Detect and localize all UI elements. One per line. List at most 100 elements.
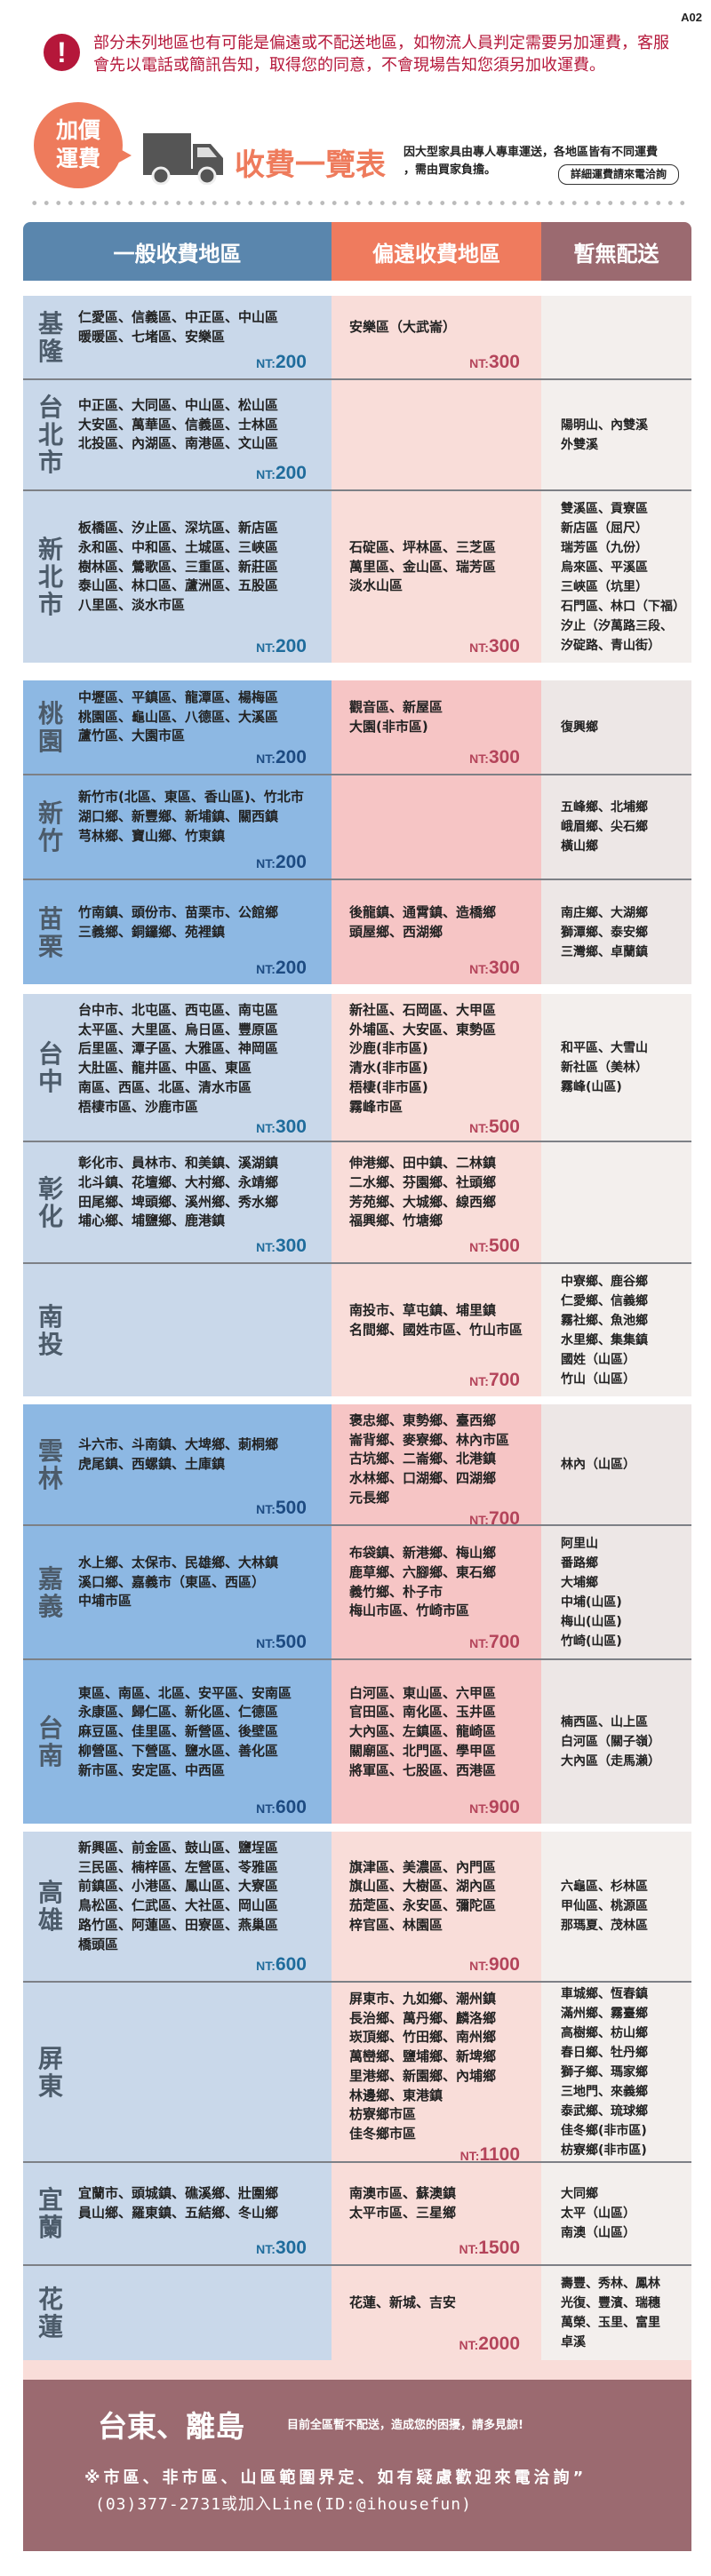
district-line: 南澳市區、蘇澳鎮: [349, 2185, 457, 2202]
price-value: 600: [275, 1954, 307, 1976]
district-line: 梅山(山區): [561, 1614, 622, 1629]
general-list: 新興區、前金區、鼓山區、鹽埕區 三民區、楠梓區、左營區、苓雅區 前鎮區、小港區、鳳山…: [78, 1839, 307, 1954]
district-line: 番路鄉: [561, 1555, 598, 1570]
notice-line: 會先以電話或簡訊告知，取得您的同意，不會現場告知您須另加收運費。: [93, 56, 605, 75]
district-line: 柳營區、下營區、鹽水區、善化區: [78, 1742, 279, 1759]
district-line: 三灣鄉、卓蘭鎮: [561, 944, 648, 959]
price-tag: [78, 2334, 307, 2355]
district-line: 三地門、來義鄉: [561, 2084, 648, 2099]
no-delivery-cell: 林內（山區）: [541, 1404, 691, 1524]
footer-title: 台東、離島: [98, 2409, 244, 2444]
table-row: 南投 南投市、草屯鎮、埔里鎮 名間鄉、國姓市區、竹山市區 NT:700 中寮鄉、鹿谷鄉仁…: [23, 1264, 691, 1396]
price-tag: [349, 852, 520, 873]
district-line: 霧社鄉、魚池鄉: [561, 1313, 648, 1328]
table-row: 新北市 板橋區、汐止區、深坑區、新店區 永和區、中和區、土城區、三峽區 樹林區、鶯歌區…: [23, 491, 691, 663]
general-list: 新竹市(北區、東區、香山區)、竹北市 湖口鄉、新豐鄉、新埔鎮、關西鎮 芎林鄉、寶山鄉…: [78, 783, 307, 852]
district-line: 大同鄉: [561, 2187, 598, 2201]
district-line: 中埔(山區): [561, 1594, 622, 1610]
remote-list: 南投市、草屯鎮、埔里鎮 名間鄉、國姓市區、竹山市區: [349, 1271, 523, 1370]
district-line: 林內（山區）: [561, 1457, 635, 1472]
general-cell: 台南 東區、南區、北區、安平區、安南區 永康區、歸仁區、新化區、仁德區 麻豆區、佳里區…: [23, 1660, 332, 1824]
price-tag: NT:200: [78, 958, 307, 979]
region-label: 彰化: [23, 1142, 78, 1262]
region-label: 台中: [23, 994, 78, 1141]
district-line: 竹山（山區）: [561, 1371, 635, 1387]
district-line: 褒忠鄉、東勢鄉、臺西鄉: [349, 1412, 497, 1428]
general-list: [78, 1990, 307, 2135]
price-prefix: NT:: [469, 1801, 489, 1816]
region-name: 雲林: [38, 1435, 64, 1493]
general-cell: 台北市 中正區、大同區、中山區、松山區 大安區、萬華區、信義區、士林區 北投區、內湖區…: [23, 380, 332, 489]
price-value: 700: [488, 1507, 520, 1529]
price-tag: NT:500: [78, 1498, 307, 1519]
district-line: 長治鄉、萬丹鄉、麟洛鄉: [349, 2009, 497, 2026]
district-line: 白河區（關子嶺）: [561, 1735, 660, 1749]
district-line: 三義鄉、銅鑼鄉、苑裡鎮: [78, 923, 226, 940]
district-line: 芎林鄉、寶山鄉、竹東鎮: [78, 827, 226, 844]
region-label: 屏東: [23, 1983, 78, 2161]
no-delivery-cell: [541, 296, 691, 378]
district-line: 伸港鄉、田中鎮、二林鎮: [349, 1155, 497, 1172]
remote-list: 布袋鎮、新港鄉、梅山鄉 鹿草鄉、六腳鄉、東石鄉 義竹鄉、朴子市 梅山市區、竹崎市區: [349, 1533, 520, 1632]
remote-cell: 伸港鄉、田中鎮、二林鎮 二水鄉、芬園鄉、社頭鄉 芳苑鄉、大城鄉、線西鄉 福興鄉、竹塘鄉…: [332, 1142, 541, 1262]
price-value: 200: [275, 958, 307, 978]
general-area: 東區、南區、北區、安平區、安南區 永康區、歸仁區、新化區、仁德區 麻豆區、佳里區、新…: [78, 1660, 332, 1824]
district-line: 枋寮鄉市區: [349, 2106, 417, 2123]
district-line: 安樂區（大武崙）: [349, 318, 457, 335]
region-name: 台南: [38, 1713, 64, 1770]
region-name: 嘉義: [38, 1563, 64, 1621]
district-line: 沙鹿(非市區): [349, 1040, 428, 1057]
price-prefix: NT:: [469, 751, 489, 766]
table-header: 一般收費地區 偏遠收費地區 暫無配送: [23, 222, 691, 281]
district-line: 陽明山、內雙溪: [561, 417, 648, 433]
general-area: 中壢區、平鎮區、龍潭區、楊梅區 桃園區、龜山區、八德區、大溪區 蘆竹區、大園市區 NT…: [78, 680, 332, 774]
price-tag: NT:500: [349, 1236, 520, 1257]
general-area: 板橋區、汐止區、深坑區、新店區 永和區、中和區、土城區、三峽區 樹林區、鶯歌區、三重…: [78, 491, 332, 663]
district-line: 霧峰市區: [349, 1098, 403, 1115]
price-tag: NT:1500: [349, 2238, 521, 2259]
region-label: 桃園: [23, 680, 78, 774]
district-line: 台中市、北屯區、西屯區、南屯區: [78, 1002, 279, 1018]
general-area: [78, 1264, 332, 1396]
district-line: 春日鄉、牡丹鄉: [561, 2045, 648, 2060]
district-line: 水里鄉、集集鎮: [561, 1332, 648, 1348]
district-line: 佳冬鄉(非市區): [561, 2123, 647, 2138]
district-line: 麻豆區、佳里區、新營區、後壁區: [78, 1723, 279, 1740]
surcharge-badge: 加價 運費: [34, 102, 132, 188]
district-line: 崁頂鄉、竹田鄉、南州鄉: [349, 2029, 497, 2046]
footer-note: ※市區、非市區、山區範圍界定、如有疑慮歡迎來電洽詢”: [84, 2469, 587, 2487]
price-tag: NT:700: [349, 1632, 520, 1653]
price-prefix: NT:: [469, 1636, 489, 1650]
district-line: 虎尾鎮、西螺鎮、土庫鎮: [78, 1455, 226, 1472]
price-value: 200: [275, 747, 307, 767]
district-line: 屏東市、九如鄉、潮州鎮: [349, 1991, 497, 2007]
district-line: 獅潭鄉、泰安鄉: [561, 925, 648, 940]
price-tag: NT:700: [349, 1370, 520, 1391]
district-line: 布袋鎮、新港鄉、梅山鄉: [349, 1545, 497, 1562]
district-line: 官田區、南化區、玉井區: [349, 1704, 497, 1721]
general-list: 板橋區、汐止區、深坑區、新店區 永和區、中和區、土城區、三峽區 樹林區、鶯歌區、三重…: [78, 498, 307, 636]
district-line: 太平區、大里區、烏日區、豐原區: [78, 1021, 279, 1038]
district-line: 鹿草鄉、六腳鄉、東石鄉: [349, 1563, 497, 1580]
remote-list: 新社區、石岡區、大甲區 外埔區、大安區、東勢區 沙鹿(非市區) 清水(非市區) 梧棲(非…: [349, 1001, 520, 1117]
notice-text: 部分未列地區也有可能是偏遠或不配送地區，如物流人員判定需要另加運費，客服 會先以…: [93, 32, 698, 76]
district-line: 暖暖區、七堵區、安樂區: [78, 328, 226, 345]
no-delivery-cell: [541, 1142, 691, 1262]
district-line: 仁愛鄉、信義鄉: [561, 1293, 648, 1308]
price-value: 300: [275, 1117, 307, 1138]
general-cell: 屏東: [23, 1983, 332, 2161]
region-group: 基隆 仁愛區、信義區、中正區、中山區 暖暖區、七堵區、安樂區 NT:200 安樂區（大武…: [23, 296, 691, 663]
district-line: 鳥松區、仁武區、大社區、岡山區: [78, 1897, 279, 1914]
no-delivery-cell: 南庄鄉、大湖鄉 獅潭鄉、泰安鄉 三灣鄉、卓蘭鎮: [541, 880, 691, 984]
price-value: 500: [275, 1498, 307, 1518]
table-tail: [23, 2360, 691, 2380]
detail-inquiry-button[interactable]: 詳細運費請來電洽詢: [558, 164, 679, 185]
table-row: 基隆 仁愛區、信義區、中正區、中山區 暖暖區、七堵區、安樂區 NT:200 安樂區（大武…: [23, 296, 691, 380]
district-line: 梓官區、林園區: [349, 1916, 443, 1933]
region-name: 南投: [38, 1301, 64, 1359]
general-list: 宜蘭市、頭城鎮、礁溪鄉、壯圍鄉 員山鄉、羅東鎮、五結鄉、冬山鄉: [78, 2170, 307, 2238]
price-value: 500: [488, 1117, 520, 1138]
district-line: 中正區、大同區、中山區、松山區: [78, 396, 279, 413]
district-line: 梧棲(非市區): [349, 1078, 428, 1095]
district-line: 那瑪夏、茂林區: [561, 1919, 648, 1933]
